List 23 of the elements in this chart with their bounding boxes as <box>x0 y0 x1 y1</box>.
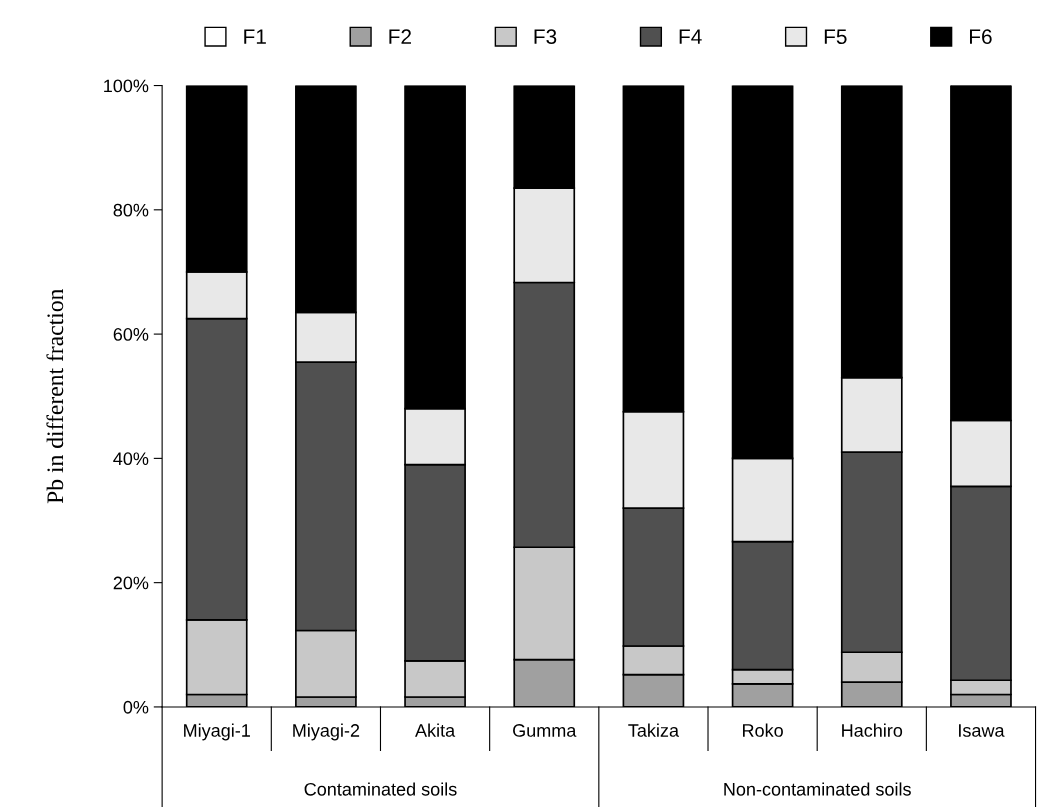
y-tick-label: 0% <box>123 700 149 714</box>
text: Non-contaminated soils <box>724 782 911 796</box>
x-tick-label: Roko <box>743 723 783 737</box>
x-tick-label: Miyagi-2 <box>293 723 360 741</box>
y-tick-label: 60% <box>113 328 149 341</box>
legend-label: F2 <box>389 29 411 44</box>
x-tick-label: Isawa <box>959 724 1005 737</box>
legend-label: F4 <box>679 29 702 44</box>
y-tick-label: 40% <box>113 452 149 466</box>
y-tick-label: 100% <box>104 79 149 93</box>
x-tick-label: Gumma <box>513 724 577 737</box>
x-tick-label: Takiza <box>628 723 680 737</box>
x-tick-label: Miyagi-1 <box>184 723 250 741</box>
y-axis-title: Pb in different fraction <box>46 288 64 504</box>
text: Contaminated soils <box>304 782 457 796</box>
legend-label: F1 <box>244 29 266 44</box>
y-tick-label: 80% <box>113 203 149 217</box>
legend-label: F5 <box>824 29 847 45</box>
legend-label: F6 <box>970 29 992 45</box>
y-tick-label: 20% <box>113 576 149 590</box>
x-tick-label: Hachiro <box>842 723 903 737</box>
legend-label: F3 <box>534 29 557 45</box>
x-tick-label: Akita <box>415 723 456 737</box>
